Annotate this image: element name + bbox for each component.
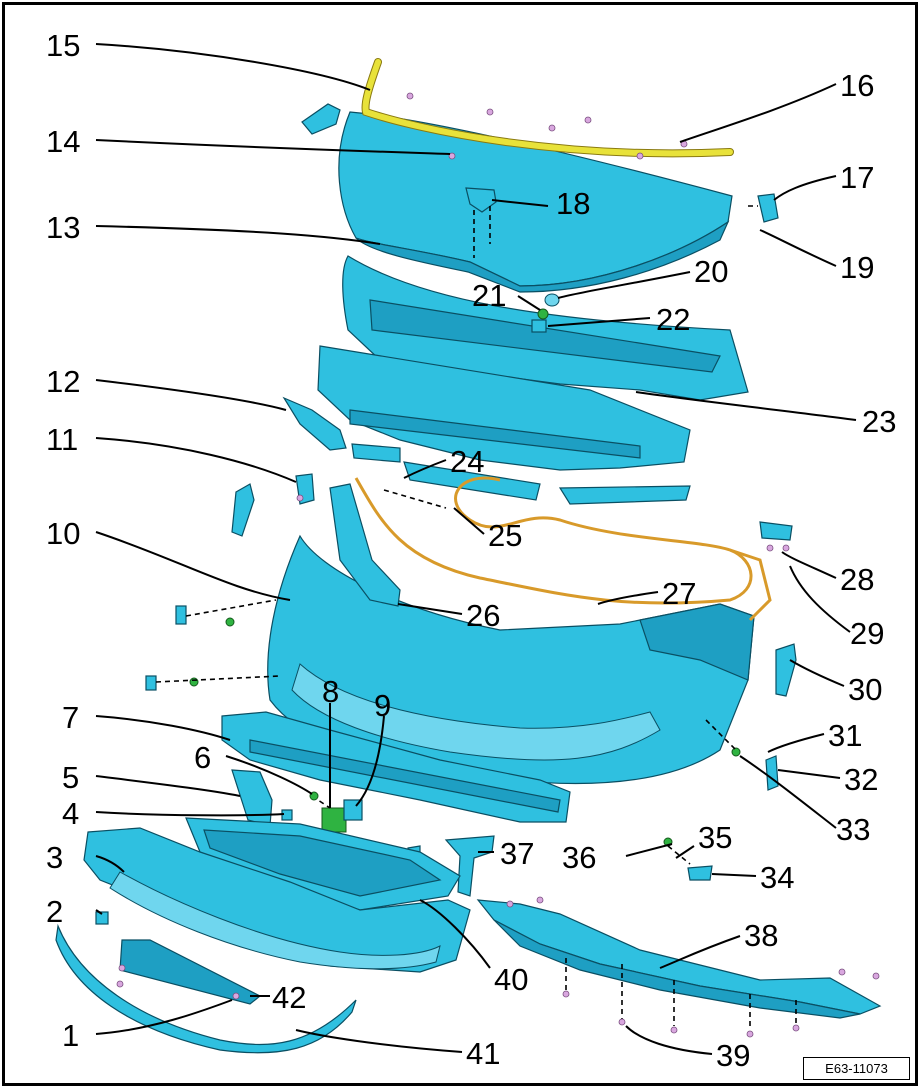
- clips: [116, 92, 880, 1038]
- part-energy-absorber: [317, 345, 691, 471]
- part-32-trim: [765, 755, 779, 791]
- callout-1: 1: [62, 1018, 79, 1053]
- part-40-grille-mesh: [203, 829, 442, 897]
- part-38-underbody-panel: [476, 899, 882, 1015]
- part-7-lower-bar-shade: [249, 739, 561, 813]
- callout-42: 42: [272, 980, 306, 1015]
- callout-38: 38: [744, 918, 778, 953]
- part-13-hood-shade: [355, 220, 730, 293]
- part-5-bracket: [231, 769, 273, 827]
- callout-8: 8: [322, 674, 339, 709]
- callout-23: 23: [862, 404, 896, 439]
- figure-code: E63-11073: [803, 1057, 910, 1080]
- part-left-trim: [231, 483, 255, 537]
- part-18-bracket: [465, 187, 497, 213]
- part-bracket-top-left: [301, 103, 341, 135]
- callout-9: 9: [374, 688, 391, 723]
- callout-11: 11: [46, 422, 78, 457]
- callout-37: 37: [500, 836, 534, 871]
- part-26-bracket: [329, 483, 401, 607]
- part-28-bracket: [759, 521, 793, 541]
- callout-36: 36: [562, 840, 596, 875]
- callout-17: 17: [840, 160, 874, 195]
- callout-15: 15: [46, 28, 80, 63]
- callout-numbers: 15 14 13 12 11 10 7 6 5 4 3 2 1 8 9 16 1…: [46, 28, 896, 1073]
- callout-2: 2: [46, 894, 63, 929]
- callout-35: 35: [698, 820, 732, 855]
- callout-6: 6: [194, 740, 211, 775]
- sensor-left-lower: [145, 675, 157, 691]
- callout-27: 27: [662, 576, 696, 611]
- callout-24: 24: [450, 444, 484, 479]
- callout-33: 33: [836, 812, 870, 847]
- callout-31: 31: [828, 718, 862, 753]
- callout-16: 16: [840, 68, 874, 103]
- part-8-sensor-green: [321, 807, 347, 833]
- callout-19: 19: [840, 250, 874, 285]
- part-12-bracket: [282, 396, 347, 451]
- callout-13: 13: [46, 210, 80, 245]
- callout-5: 5: [62, 760, 79, 795]
- callout-3: 3: [46, 840, 63, 875]
- part-15-seal: [362, 59, 733, 157]
- part-34-sensor: [687, 865, 713, 881]
- callout-4: 4: [62, 796, 79, 831]
- callout-40: 40: [494, 962, 528, 997]
- part-41-spoiler: [55, 923, 357, 1054]
- part-20-cap: [544, 293, 560, 307]
- part-21-connector: [537, 308, 549, 320]
- part-30-trim: [775, 643, 797, 697]
- callout-10: 10: [46, 516, 80, 551]
- callout-25: 25: [488, 518, 522, 553]
- callout-22: 22: [656, 302, 690, 337]
- part-2-clip: [95, 911, 109, 925]
- sensor-left-upper: [175, 605, 187, 625]
- callout-28: 28: [840, 562, 874, 597]
- part-3-lower-bumper-opening: [109, 871, 441, 970]
- part-energy-absorber-shade: [349, 409, 641, 459]
- callout-12: 12: [46, 364, 80, 399]
- part-10-bumper-side: [639, 603, 755, 681]
- part-24-strip-far: [558, 485, 691, 505]
- part-23-lock-carrier-inner: [369, 299, 721, 373]
- callout-39: 39: [716, 1038, 750, 1073]
- leader-lines: [95, 43, 857, 1055]
- callout-21: 21: [472, 278, 506, 313]
- callout-41: 41: [466, 1036, 500, 1071]
- callout-26: 26: [466, 598, 500, 633]
- callout-20: 20: [694, 254, 728, 289]
- part-38-panel-shade: [493, 919, 861, 1019]
- part-24-strip: [351, 443, 401, 463]
- callout-32: 32: [844, 762, 878, 797]
- callout-29: 29: [850, 616, 884, 651]
- callout-7: 7: [62, 700, 79, 735]
- callout-14: 14: [46, 124, 80, 159]
- part-42-insert: [119, 939, 262, 1005]
- callout-30: 30: [848, 672, 882, 707]
- part-22-holder: [531, 319, 547, 333]
- callout-34: 34: [760, 860, 794, 895]
- callout-18: 18: [556, 186, 590, 221]
- part-17-bracket: [757, 193, 779, 223]
